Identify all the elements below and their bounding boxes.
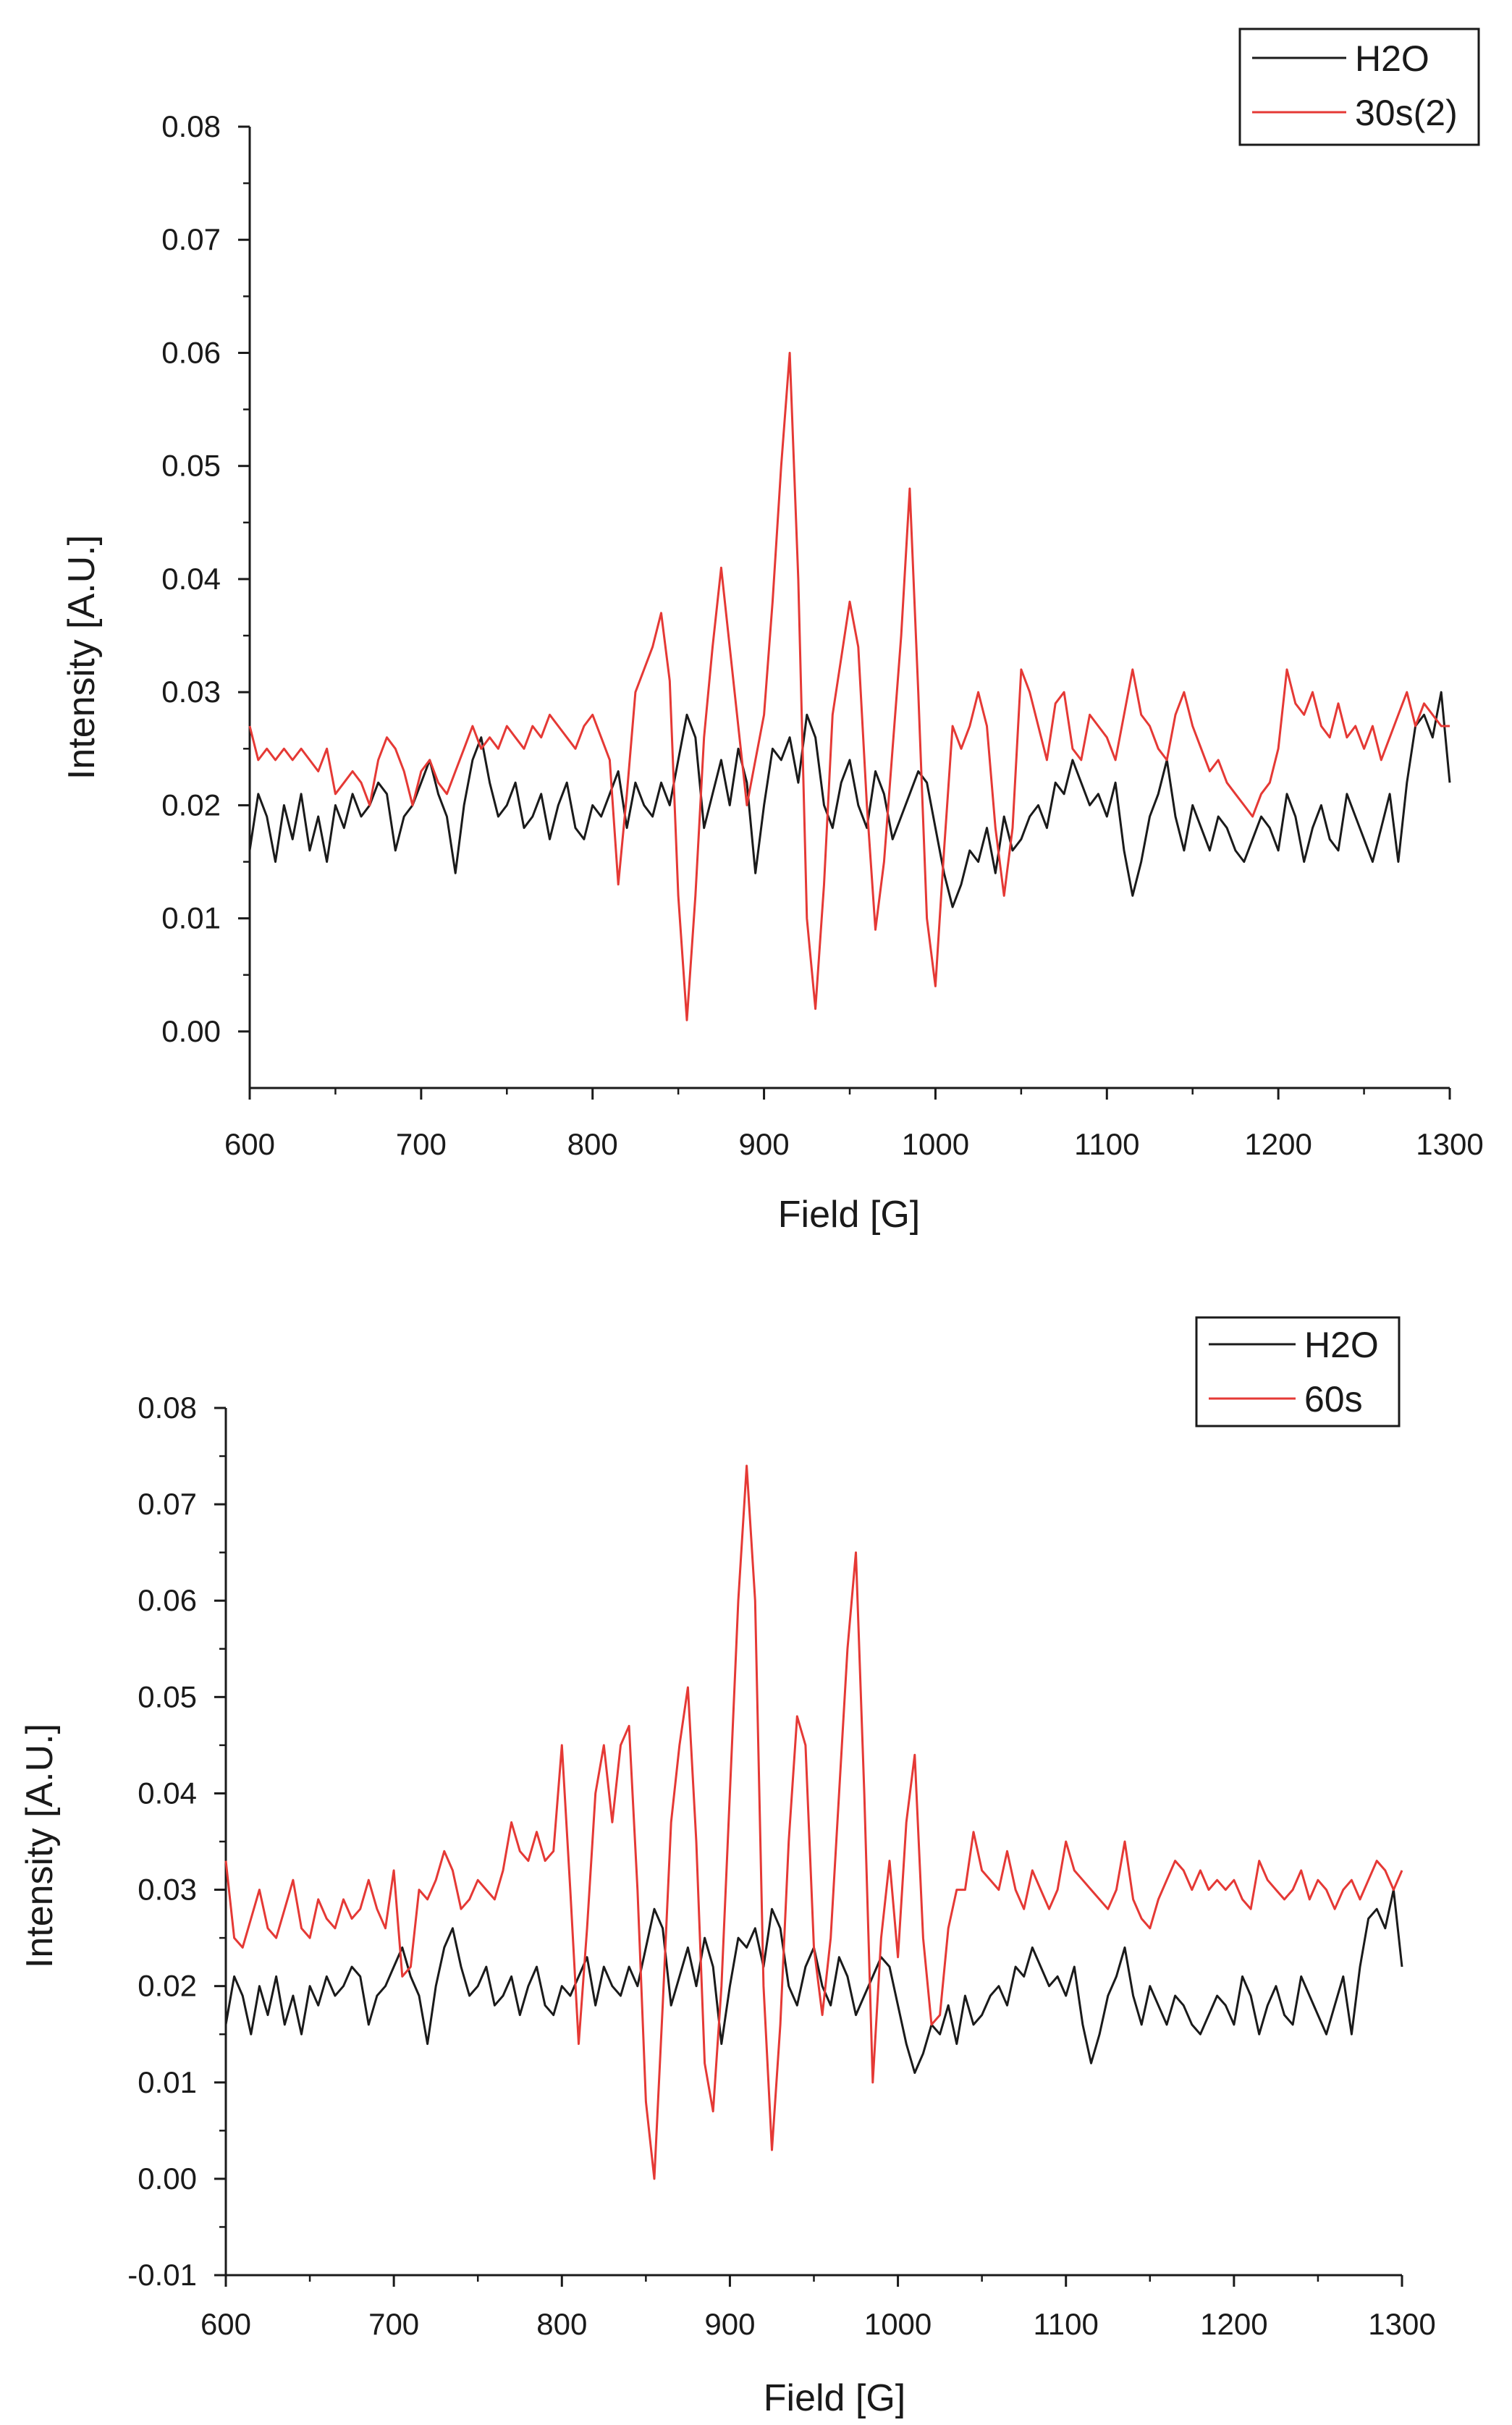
chart-2-y-tick-label: 0.03 bbox=[138, 1873, 197, 1907]
chart-1-x-tick-label: 1000 bbox=[902, 1127, 969, 1161]
chart-1-y-tick-label: 0.06 bbox=[161, 335, 221, 369]
chart-2-y-tick-label: 0.08 bbox=[138, 1391, 197, 1425]
chart-2-axes: 600 700 800 900 1000 1100 1200 1300 -0.01 0.00 0.0… bbox=[127, 1391, 1435, 2341]
chart-2-series-60s bbox=[224, 1464, 1403, 2180]
chart-2-legend-label-h2o: H2O bbox=[1304, 1325, 1379, 1365]
chart-2-y-tick-label: 0.04 bbox=[138, 1776, 197, 1810]
chart-2-series-h2o bbox=[224, 1889, 1403, 2074]
chart-1-y-tick-label: 0.01 bbox=[161, 901, 221, 935]
chart-1-y-axis-title: Intensity [A.U.] bbox=[61, 535, 103, 780]
chart-1-x-tick-label: 600 bbox=[224, 1127, 275, 1161]
chart-1-y-tick-label: 0.04 bbox=[161, 562, 221, 596]
chart-1-y-tick-label: 0.03 bbox=[161, 675, 221, 709]
chart-2-series bbox=[224, 1464, 1403, 2180]
chart-2-y-axis-title: Intensity [A.U.] bbox=[19, 1724, 61, 1968]
chart-2-x-tick-label: 700 bbox=[368, 2307, 419, 2341]
chart-1-legend: H2O 30s(2) bbox=[1238, 28, 1480, 146]
chart-1-legend-label-30s: 30s(2) bbox=[1355, 93, 1458, 133]
chart-2-y-tick-label: 0.00 bbox=[138, 2162, 197, 2196]
chart-1-y-tick-label: 0.07 bbox=[161, 222, 221, 256]
chart-2-legend-box bbox=[1195, 1316, 1401, 1427]
chart-1-y-tick-label: 0.08 bbox=[161, 109, 221, 143]
chart-2-y-tick-label: 0.05 bbox=[138, 1679, 197, 1713]
chart-2-y-tick-label: -0.01 bbox=[127, 2258, 197, 2292]
chart-2-y-tick-label: 0.02 bbox=[138, 1969, 197, 2003]
chart-2-x-tick-label: 1000 bbox=[864, 2307, 932, 2341]
chart-2-x-tick-label: 1300 bbox=[1368, 2307, 1435, 2341]
chart-2-legend: H2O 60s bbox=[1195, 1316, 1401, 1427]
chart-2-x-tick-label: 900 bbox=[704, 2307, 755, 2341]
chart-1-legend-label-h2o: H2O bbox=[1355, 38, 1429, 79]
chart-2-legend-label-60s: 60s bbox=[1304, 1379, 1363, 1420]
chart-2-y-tick-label: 0.07 bbox=[138, 1487, 197, 1521]
chart-2-y-tick-label: 0.06 bbox=[138, 1583, 197, 1617]
chart-1-x-tick-label: 800 bbox=[567, 1127, 618, 1161]
chart-1-x-tick-label: 1100 bbox=[1074, 1127, 1139, 1161]
chart-1-x-tick-label: 700 bbox=[396, 1127, 447, 1161]
chart-1-y-tick-label: 0.05 bbox=[161, 449, 221, 483]
chart-1-series-30s-2 bbox=[248, 352, 1450, 1021]
chart-2-x-tick-label: 1100 bbox=[1034, 2307, 1099, 2341]
chart-2: 600 700 800 900 1000 1100 1200 1300 -0.01 0.00 0.0… bbox=[19, 1316, 1436, 2419]
chart-1-x-axis-title: Field [G] bbox=[778, 1194, 921, 1236]
chart-2-x-tick-label: 800 bbox=[536, 2307, 587, 2341]
chart-1-legend-box bbox=[1238, 28, 1480, 146]
chart-2-x-axis-title: Field [G] bbox=[764, 2377, 906, 2419]
chart-1: 600 700 800 900 1000 1100 1200 1300 0.00 0.01 0.02… bbox=[61, 28, 1484, 1236]
chart-1-y-tick-label: 0.02 bbox=[161, 788, 221, 822]
chart-1-axes: 600 700 800 900 1000 1100 1200 1300 0.00 0.01 0.02… bbox=[161, 109, 1483, 1161]
chart-1-x-tick-label: 1200 bbox=[1244, 1127, 1312, 1161]
chart-1-x-tick-label: 1300 bbox=[1416, 1127, 1483, 1161]
chart-2-x-tick-label: 1200 bbox=[1200, 2307, 1267, 2341]
chart-1-y-tick-label: 0.00 bbox=[161, 1014, 221, 1048]
chart-2-y-tick-label: 0.01 bbox=[138, 2065, 197, 2099]
chart-1-series-h2o bbox=[248, 691, 1451, 908]
chart-1-x-tick-label: 900 bbox=[739, 1127, 790, 1161]
chart-1-series bbox=[248, 352, 1451, 1021]
chart-2-x-tick-label: 600 bbox=[200, 2307, 251, 2341]
